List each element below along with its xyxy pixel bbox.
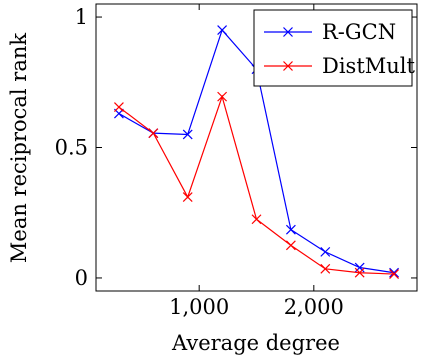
data-point-r-gcn	[217, 25, 228, 36]
legend-marker-r-gcn	[283, 27, 293, 37]
data-point-r-gcn	[320, 246, 331, 257]
x-tick-label: 2,000	[284, 295, 344, 319]
series-line-distmult	[118, 94, 395, 275]
data-point-distmult	[389, 269, 399, 279]
data-point-distmult	[354, 267, 365, 278]
data-point-distmult	[217, 91, 228, 102]
legend-box	[253, 9, 413, 87]
legend: R-GCN DistMult	[253, 9, 416, 87]
y-axis-label: Mean reciprocal rank	[7, 33, 31, 263]
data-point-distmult	[182, 192, 193, 202]
x-tick-label: 1,000	[169, 295, 229, 319]
y-tick-label: 1	[75, 5, 88, 29]
legend-marker-distmult	[283, 61, 293, 71]
legend-label-distmult: DistMult	[322, 54, 416, 78]
data-point-r-gcn	[182, 129, 193, 140]
data-point-distmult	[251, 214, 262, 225]
x-axis-label: Average degree	[171, 331, 340, 355]
data-point-distmult	[114, 102, 124, 112]
data-point-distmult	[148, 128, 159, 139]
data-point-r-gcn	[389, 267, 399, 278]
data-point-distmult	[320, 263, 331, 274]
legend-label-r-gcn: R-GCN	[322, 20, 396, 44]
data-point-r-gcn	[285, 224, 296, 235]
y-tick-label: 0.5	[55, 136, 88, 160]
y-tick-label: 0	[75, 266, 88, 290]
data-point-distmult	[285, 240, 296, 251]
tick-labels: 0 0.5 1 1,000 2,000	[55, 5, 344, 319]
